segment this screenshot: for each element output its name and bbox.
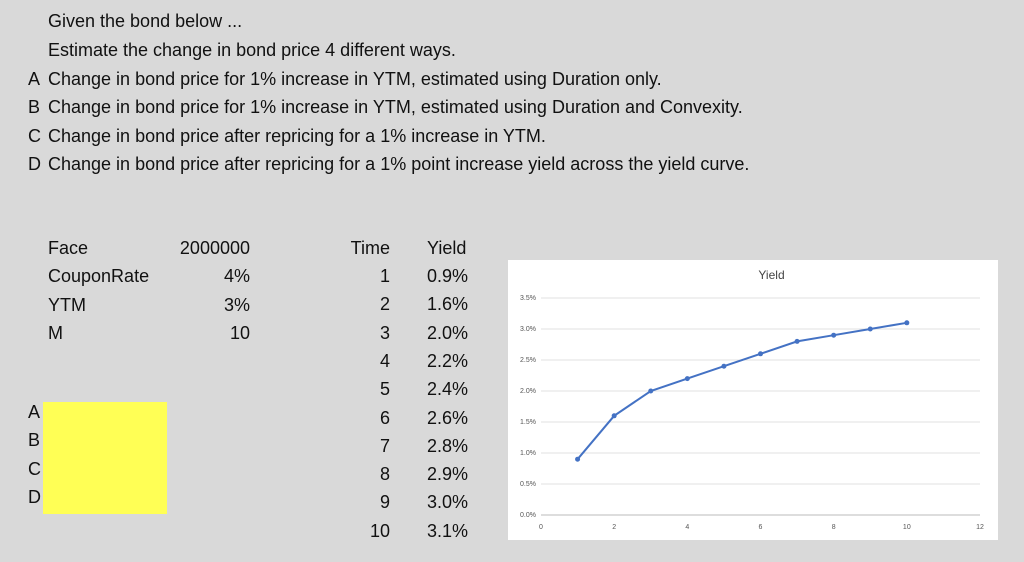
y-tick-label: 2.5% xyxy=(520,357,536,364)
time-cell: 4 xyxy=(379,350,390,371)
intro-text: Given the bond below ... xyxy=(48,11,243,31)
data-point xyxy=(904,320,910,326)
param-value: 2000000 xyxy=(179,238,250,258)
data-point xyxy=(794,338,800,344)
x-tick-label: 8 xyxy=(832,524,836,531)
item-text: Change in bond price after repricing for… xyxy=(48,153,750,174)
item-letter: A xyxy=(28,69,41,89)
y-tick-label: 2.0% xyxy=(520,388,536,395)
yield-cell: 2.4% xyxy=(427,379,469,400)
time-cell: 10 xyxy=(369,520,390,541)
data-point xyxy=(721,363,727,369)
yield-cell: 3.1% xyxy=(427,520,469,541)
answer-box xyxy=(43,402,167,514)
item-text: Change in bond price for 1% increase in … xyxy=(48,69,662,89)
y-tick-label: 0.0% xyxy=(520,512,536,519)
time-cell: 8 xyxy=(379,464,390,485)
y-tick-label: 1.5% xyxy=(520,419,536,426)
time-cell: 7 xyxy=(379,435,390,456)
param-name: YTM xyxy=(48,294,86,315)
task-text: Estimate the change in bond price 4 diff… xyxy=(48,40,456,60)
x-tick-label: 2 xyxy=(612,524,616,531)
time-cell: 3 xyxy=(379,322,390,343)
y-tick-label: 3.5% xyxy=(520,295,536,302)
time-cell: 2 xyxy=(379,294,390,315)
x-tick-label: 10 xyxy=(903,524,911,531)
time-cell: 6 xyxy=(379,407,390,428)
y-tick-label: 3.0% xyxy=(520,326,536,333)
answer-label: A xyxy=(28,402,41,422)
yield-cell: 2.9% xyxy=(427,464,469,485)
chart: Yield 0.0% 0.5% 1.0% 1.5% 2.0% 2.5% 3.0% 3.5% 0 2 4… xyxy=(508,260,998,540)
time-cell: 1 xyxy=(379,266,390,286)
x-tick-label: 6 xyxy=(759,524,763,531)
data-point xyxy=(611,413,617,419)
answer-label: B xyxy=(28,430,41,451)
yield-cell: 2.8% xyxy=(427,435,469,456)
data-point xyxy=(758,351,763,357)
chart-title: Yield xyxy=(758,268,784,282)
data-point xyxy=(867,326,873,332)
data-line xyxy=(576,321,908,460)
param-name: CouponRate xyxy=(48,266,150,287)
column-header: Yield xyxy=(427,238,467,258)
data-point xyxy=(831,332,837,338)
param-name: Face xyxy=(48,238,89,258)
param-value: 4% xyxy=(223,266,250,287)
yield-cell: 0.9% xyxy=(427,266,469,286)
column-header: Time xyxy=(350,238,390,258)
x-tick-label: 4 xyxy=(685,524,689,531)
item-letter: B xyxy=(28,97,41,118)
answer-label: C xyxy=(28,458,41,479)
param-value: 3% xyxy=(223,294,250,315)
x-tick-label: 12 xyxy=(976,524,984,531)
y-tick-label: 1.0% xyxy=(520,450,536,457)
yield-cell: 2.6% xyxy=(427,407,469,428)
yield-cell: 2.0% xyxy=(427,322,469,343)
time-cell: 9 xyxy=(379,492,390,513)
yield-cell: 2.2% xyxy=(427,350,469,371)
yield-cell: 3.0% xyxy=(427,492,469,513)
item-text: Change in bond price after repricing for… xyxy=(48,125,546,146)
data-point xyxy=(684,376,690,382)
answer-label: D xyxy=(28,486,41,507)
yield-cell: 1.6% xyxy=(427,294,469,315)
item-letter: C xyxy=(28,125,41,146)
y-tick-label: 0.5% xyxy=(520,481,536,488)
time-cell: 5 xyxy=(379,379,390,400)
data-point xyxy=(648,388,654,394)
item-letter: D xyxy=(28,153,41,174)
x-tick-label: 0 xyxy=(539,524,543,531)
param-name: M xyxy=(48,322,63,343)
data-point xyxy=(575,456,581,462)
item-text: Change in bond price for 1% increase in … xyxy=(48,97,743,118)
param-value: 10 xyxy=(229,322,250,343)
